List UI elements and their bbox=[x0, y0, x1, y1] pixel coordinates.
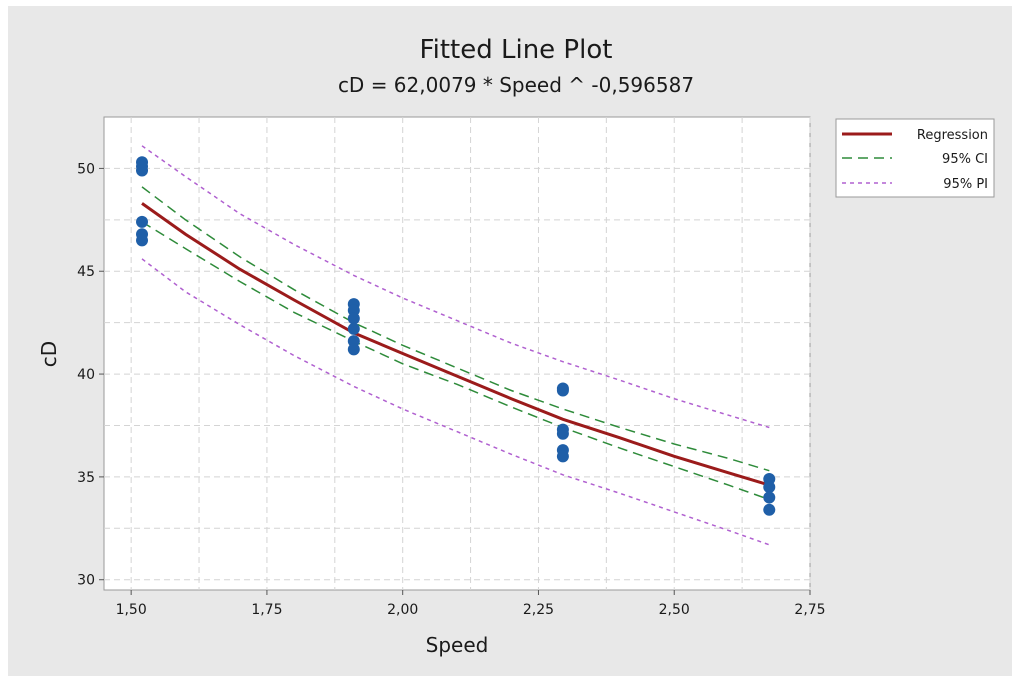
y-tick-label: 30 bbox=[77, 573, 95, 589]
legend-regression-label: Regression bbox=[917, 128, 988, 143]
data-points bbox=[136, 156, 776, 516]
y-tick-label: 45 bbox=[77, 264, 95, 280]
y-tick-label: 35 bbox=[77, 470, 95, 486]
x-tick-label: 2,25 bbox=[523, 602, 554, 618]
chart-subtitle: cD = 62,0079 * Speed ^ -0,596587 bbox=[338, 73, 694, 97]
y-axis-label: cD bbox=[37, 341, 61, 367]
legend: Regression 95% CI 95% PI bbox=[835, 118, 995, 198]
chart-title: Fitted Line Plot bbox=[420, 35, 613, 65]
ci-upper-line bbox=[141, 186, 770, 472]
data-point bbox=[556, 384, 569, 397]
ci-lower-line bbox=[141, 221, 770, 501]
x-tick-label: 2,50 bbox=[659, 602, 690, 618]
grid-lines bbox=[104, 117, 811, 590]
x-tick-label: 2,00 bbox=[387, 602, 418, 618]
pi-lower-line bbox=[141, 258, 770, 546]
data-point bbox=[763, 491, 776, 504]
regression-layer bbox=[141, 202, 770, 487]
data-point bbox=[763, 481, 776, 494]
y-tick-label: 40 bbox=[77, 367, 95, 383]
data-point bbox=[763, 472, 776, 485]
x-tick-label: 2,75 bbox=[794, 602, 825, 618]
legend-ci-label: 95% CI bbox=[942, 152, 988, 167]
legend-pi-label: 95% PI bbox=[943, 177, 988, 192]
data-point bbox=[556, 450, 569, 463]
interval-bands bbox=[141, 145, 770, 546]
data-point bbox=[136, 164, 149, 177]
data-point bbox=[136, 215, 149, 228]
plot-area bbox=[103, 116, 811, 591]
data-point bbox=[556, 427, 569, 440]
data-point bbox=[347, 312, 360, 325]
data-point bbox=[347, 343, 360, 356]
data-point bbox=[347, 335, 360, 348]
x-tick-label: 1,50 bbox=[116, 602, 147, 618]
x-tick-label: 1,75 bbox=[251, 602, 282, 618]
data-point bbox=[763, 503, 776, 516]
y-axis-ticks: 30 35 40 45 50 bbox=[77, 161, 104, 589]
data-point bbox=[136, 234, 149, 247]
data-point bbox=[347, 322, 360, 335]
y-tick-label: 50 bbox=[77, 161, 95, 177]
x-axis-label: Speed bbox=[426, 633, 489, 657]
regression-line bbox=[141, 202, 770, 487]
pi-upper-line bbox=[141, 145, 770, 429]
data-point bbox=[347, 304, 360, 317]
x-axis-ticks: 1,50 1,75 2,00 2,25 2,50 2,75 bbox=[116, 590, 826, 618]
top-edge bbox=[0, 0, 1016, 6]
